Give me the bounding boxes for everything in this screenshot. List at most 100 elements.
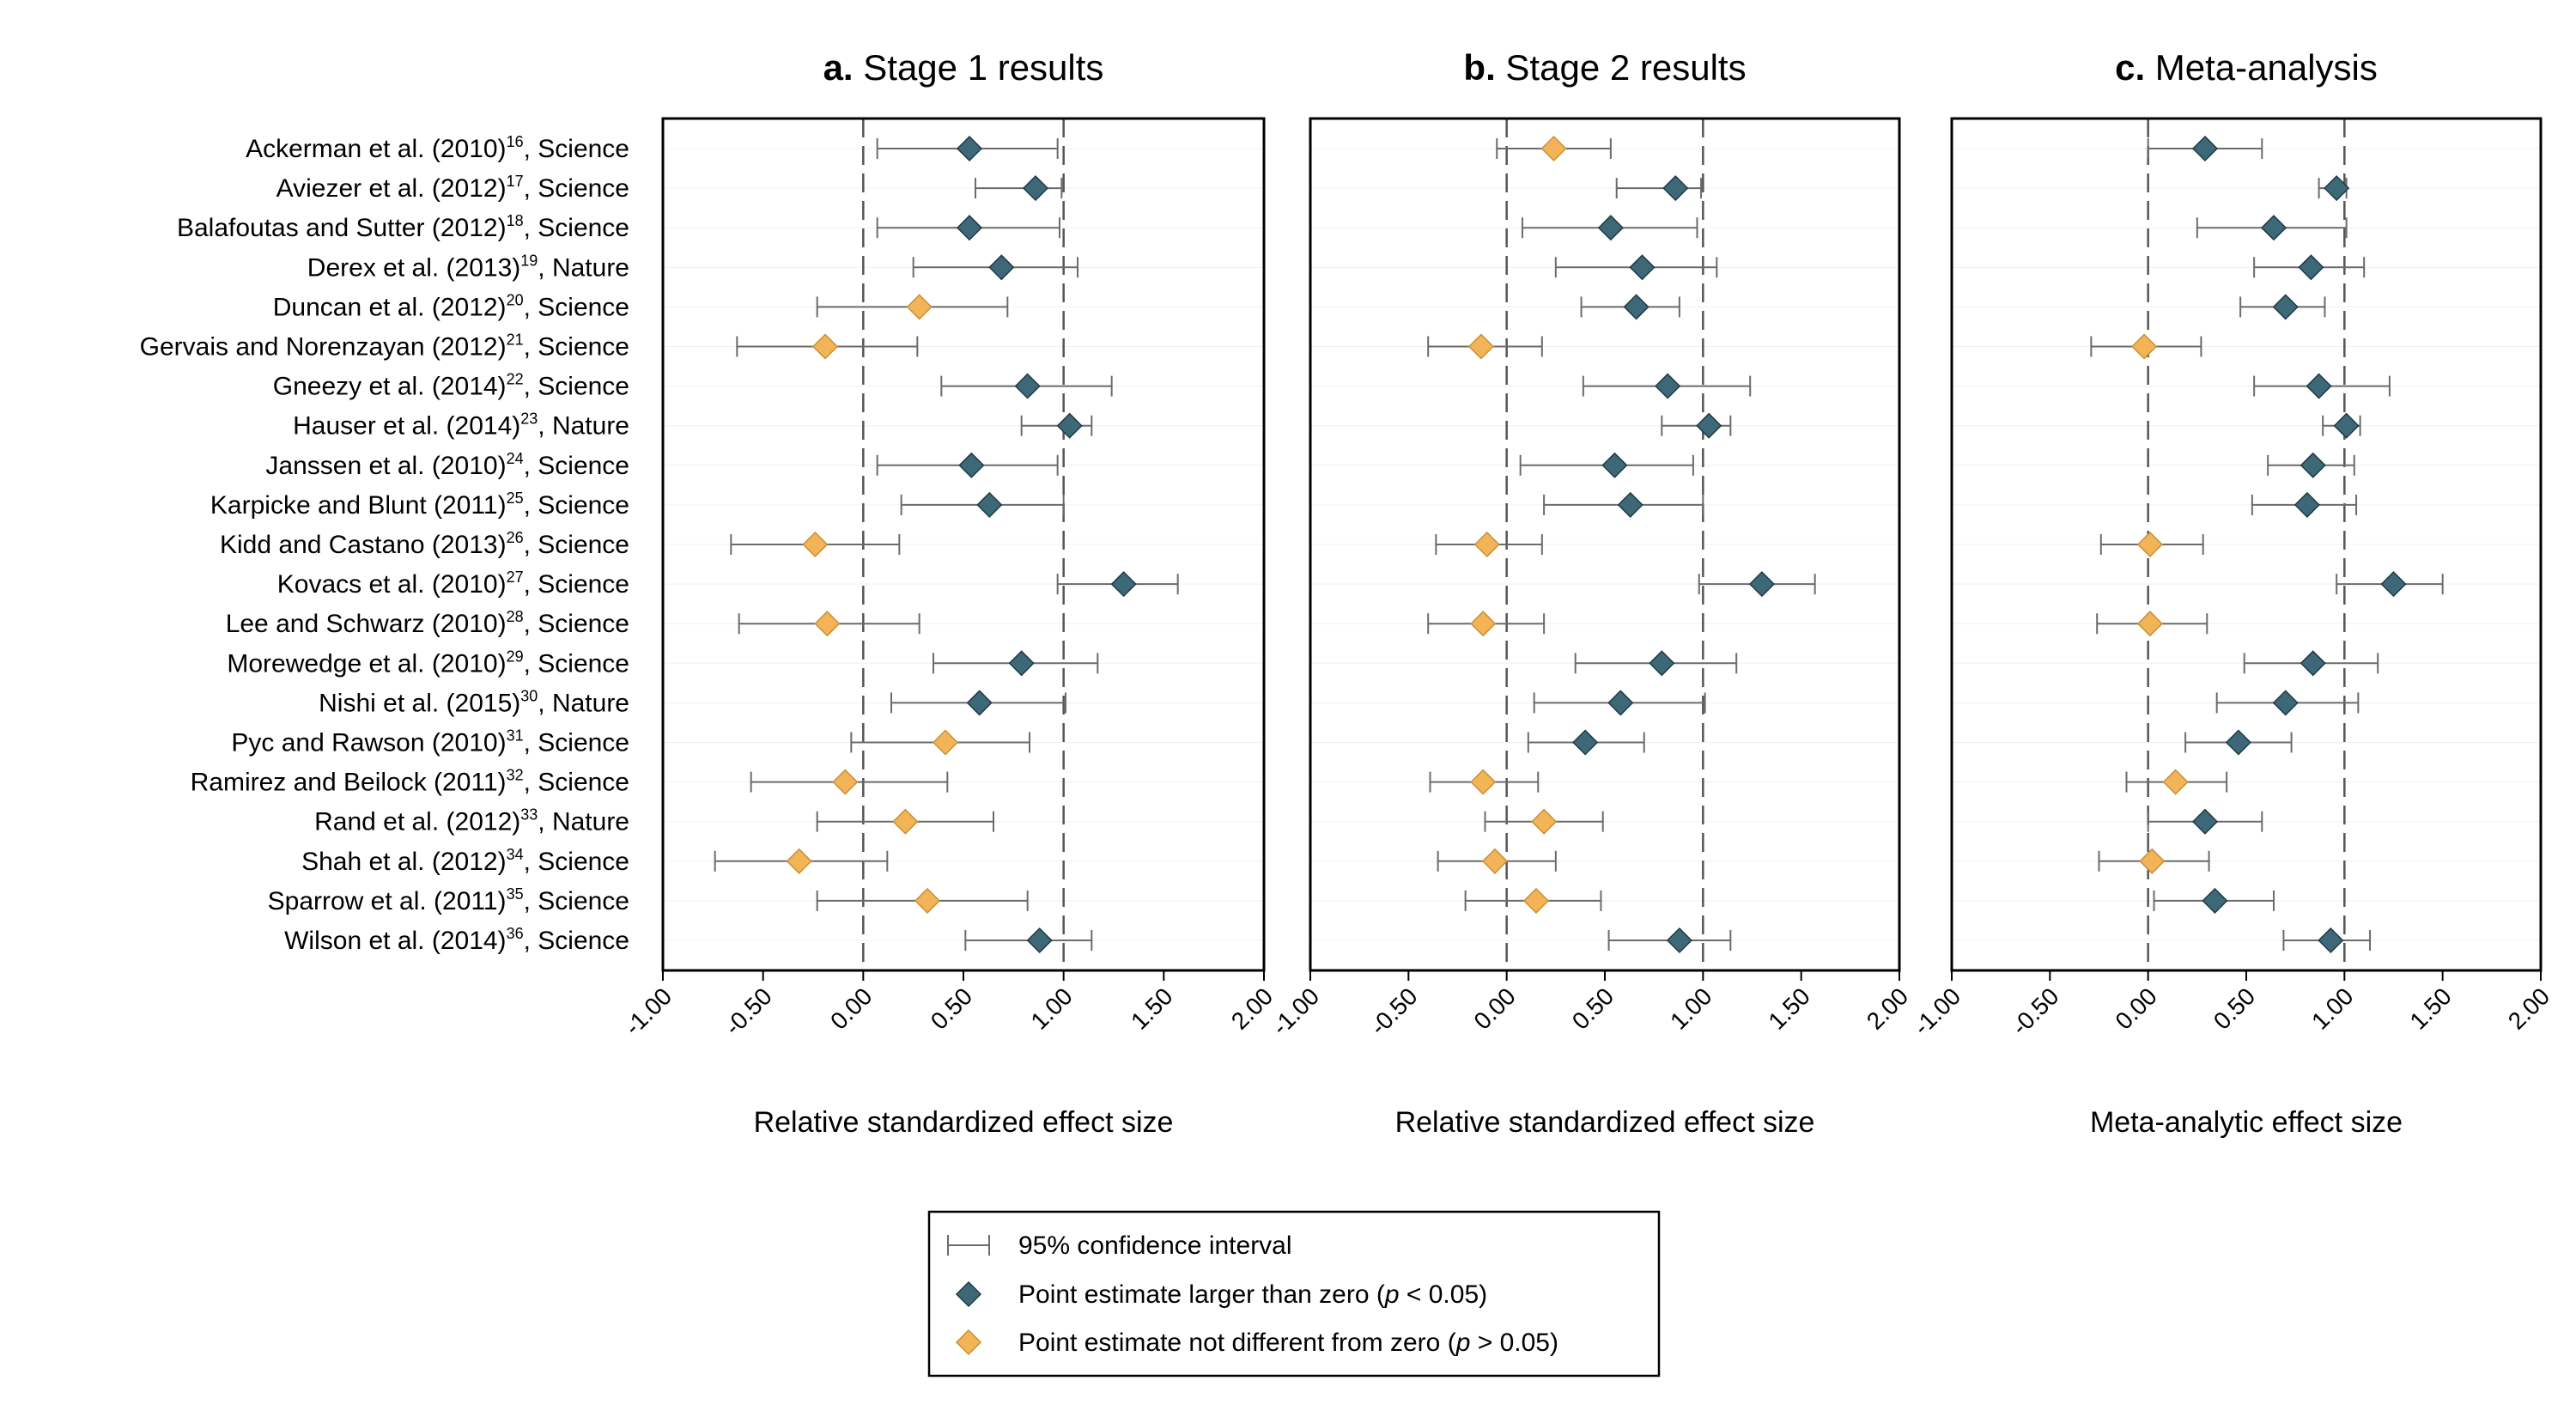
point-estimate-significant	[1607, 690, 1634, 716]
panel-letter: a.	[823, 47, 854, 88]
point-estimate-significant	[2300, 650, 2326, 677]
point-estimate-significant	[1056, 412, 1083, 439]
point-estimate-not-significant	[2136, 611, 2164, 637]
study-authors: Karpicke and Blunt (2011)	[210, 491, 507, 520]
study-journal: , Science	[524, 610, 629, 638]
study-authors: Gervais and Norenzayan (2012)	[140, 333, 507, 362]
study-label: Gervais and Norenzayan (2012)21, Science	[140, 331, 629, 362]
study-reference-number: 35	[507, 885, 524, 903]
panel-2: b. Stage 2 results -1.00 -0.50 0.00 0.50 1.00…	[1267, 47, 1913, 1139]
point-estimate-not-significant	[1531, 808, 1558, 835]
point-estimate-not-significant	[802, 531, 829, 558]
study-label: Karpicke and Blunt (2011)25, Science	[210, 490, 629, 520]
panel-title: a. Stage 1 results	[823, 47, 1104, 88]
point-estimate-not-significant	[2139, 848, 2166, 874]
point-estimate-not-significant	[786, 848, 812, 874]
x-tick-label: 1.50	[1126, 982, 1177, 1034]
study-label: Kidd and Castano (2013)26, Science	[220, 529, 629, 559]
point-estimate-significant	[1110, 571, 1137, 598]
legend-not-significant-marker	[955, 1329, 982, 1356]
point-estimate-significant	[2333, 412, 2360, 439]
study-journal: , Science	[524, 174, 629, 203]
x-axis-title: Relative standardized effect size	[1395, 1106, 1815, 1139]
point-estimate-significant	[2225, 729, 2251, 756]
study-authors: Lee and Schwarz (2010)	[226, 610, 507, 638]
x-tick-label: -1.00	[619, 982, 677, 1040]
study-journal: , Nature	[538, 412, 629, 441]
study-authors: Ackerman et al. (2010)	[246, 135, 506, 163]
legend-significant-label: Point estimate larger than zero (p < 0.0…	[1018, 1280, 1487, 1309]
panel-1: a. Stage 1 results -1.00 -0.50 0.00 0.50 1.00…	[619, 47, 1278, 1139]
point-estimate-significant	[1623, 294, 1649, 320]
point-estimate-significant	[2202, 887, 2228, 914]
study-authors: Shah et al. (2012)	[301, 848, 507, 876]
study-label: Aviezer et al. (2012)17, Science	[276, 173, 629, 203]
point-estimate-significant	[1696, 412, 1722, 439]
study-authors: Morewedge et al. (2010)	[227, 649, 506, 678]
point-estimate-significant	[956, 215, 983, 241]
x-tick-label: -0.50	[2007, 982, 2064, 1040]
point-estimate-significant	[2318, 927, 2344, 954]
study-journal: , Science	[524, 214, 629, 242]
point-estimate-significant	[2260, 215, 2287, 241]
study-authors: Sparrow et al. (2011)	[268, 887, 507, 915]
study-authors: Gneezy et al. (2014)	[273, 373, 507, 401]
panel-letter: b.	[1463, 47, 1495, 88]
panel-title-text: Stage 1 results	[854, 47, 1104, 88]
point-estimate-significant	[2191, 808, 2219, 835]
point-estimate-not-significant	[1473, 531, 1500, 558]
study-journal: , Nature	[538, 689, 629, 717]
point-estimate-significant	[2306, 373, 2332, 399]
study-labels: Ackerman et al. (2010)16, ScienceAviezer…	[140, 133, 629, 955]
legend-text-part: < 0.05)	[1400, 1280, 1488, 1309]
study-label: Derex et al. (2013)19, Nature	[307, 252, 629, 282]
panel-title-text: Meta-analysis	[2145, 47, 2378, 88]
point-estimate-significant	[1649, 650, 1675, 677]
study-journal: , Science	[524, 135, 629, 163]
study-authors: Janssen et al. (2010)	[265, 452, 506, 480]
study-journal: , Science	[524, 927, 629, 955]
study-label: Janssen et al. (2010)24, Science	[265, 450, 629, 480]
x-tick-label: 2.00	[2503, 982, 2555, 1034]
study-reference-number: 16	[507, 133, 524, 150]
point-estimate-significant	[1601, 452, 1628, 478]
study-journal: , Science	[524, 293, 629, 321]
study-label: Wilson et al. (2014)36, Science	[284, 925, 629, 955]
x-tick-label: 1.50	[2404, 982, 2456, 1034]
point-estimate-not-significant	[1467, 333, 1495, 360]
study-label: Hauser et al. (2014)23, Nature	[293, 411, 629, 441]
panel-title: b. Stage 2 results	[1463, 47, 1746, 88]
study-authors: Rand et al. (2012)	[314, 808, 520, 836]
study-reference-number: 30	[520, 687, 538, 704]
study-reference-number: 22	[507, 371, 524, 388]
point-estimate-not-significant	[1481, 848, 1509, 874]
point-estimate-significant	[1617, 491, 1643, 518]
study-reference-number: 29	[507, 648, 524, 665]
point-estimate-significant	[976, 491, 1003, 518]
study-journal: , Nature	[538, 253, 629, 282]
x-tick-label: 0.00	[825, 982, 877, 1034]
study-reference-number: 28	[507, 608, 524, 625]
x-tick-label: -0.50	[1365, 982, 1423, 1040]
point-estimate-significant	[2272, 294, 2299, 320]
study-authors: Derex et al. (2013)	[307, 253, 520, 282]
legend-p-italic: p	[1455, 1329, 1471, 1357]
legend-p-italic: p	[1384, 1280, 1400, 1309]
x-tick-label: 1.50	[1763, 982, 1814, 1034]
point-estimate-significant	[1748, 571, 1775, 598]
point-estimate-not-significant	[814, 611, 841, 637]
study-label: Nishi et al. (2015)30, Nature	[319, 687, 629, 717]
study-journal: , Science	[524, 649, 629, 678]
point-estimate-significant	[1597, 215, 1624, 241]
study-journal: , Science	[524, 531, 629, 559]
point-estimate-significant	[956, 135, 983, 162]
study-reference-number: 20	[507, 291, 524, 308]
study-label: Gneezy et al. (2014)22, Science	[273, 371, 629, 401]
study-label: Kovacs et al. (2010)27, Science	[277, 569, 629, 599]
x-axis-title: Meta-analytic effect size	[2090, 1106, 2403, 1139]
point-estimate-significant	[2380, 571, 2407, 598]
x-tick-label: -0.50	[720, 982, 777, 1040]
point-estimate-not-significant	[906, 294, 933, 320]
study-reference-number: 23	[520, 411, 538, 428]
